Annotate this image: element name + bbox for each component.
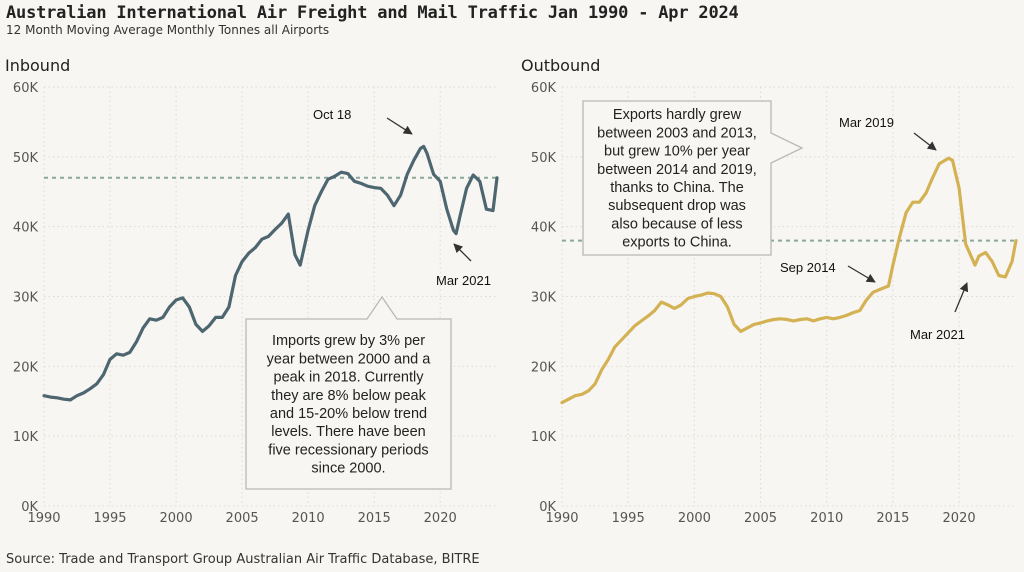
y-tick-label: 60K xyxy=(13,81,39,96)
annotation-label: Mar 2021 xyxy=(436,273,491,288)
x-tick-label: 1995 xyxy=(612,511,645,526)
callout-text-line: exports to China. xyxy=(622,235,732,251)
callout-text-line: peak in 2018. Currently xyxy=(274,370,425,386)
x-tick-label: 1990 xyxy=(545,511,578,526)
annotation-arrow xyxy=(954,282,969,313)
annotation-arrow xyxy=(847,265,876,283)
callout-text-line: levels. There have been xyxy=(271,424,426,440)
y-tick-label: 40K xyxy=(13,221,39,236)
x-tick-label: 2020 xyxy=(424,511,457,526)
callout-text-line: subsequent drop was xyxy=(608,198,746,214)
x-tick-label: 2010 xyxy=(810,511,843,526)
y-tick-label: 30K xyxy=(531,291,557,306)
callout-text-line: between 2014 and 2019, xyxy=(597,162,757,178)
y-tick-label: 50K xyxy=(13,151,39,166)
callout-text-line: and 15-20% below trend xyxy=(270,406,427,422)
annotation-label: Oct 18 xyxy=(313,107,351,122)
y-tick-label: 0K xyxy=(539,500,556,515)
y-tick-label: 30K xyxy=(13,291,39,306)
annotation-label: Mar 2019 xyxy=(839,115,894,130)
y-tick-label: 60K xyxy=(531,81,557,96)
x-tick-label: 2010 xyxy=(292,511,325,526)
y-tick-label: 10K xyxy=(531,430,557,445)
callout-text-line: between 2003 and 2013, xyxy=(597,125,757,141)
y-tick-label: 20K xyxy=(531,360,557,375)
y-tick-label: 40K xyxy=(531,221,557,236)
callout-text-line: but grew 10% per year xyxy=(604,144,750,160)
inbound-panel: Inbound 0K 10K 20K 30K 40K 50K 60K 1990 1995 2000 2… xyxy=(5,56,499,526)
annotation-arrow xyxy=(386,117,413,135)
callout-box xyxy=(582,100,804,256)
callout-text-line: Exports hardly grew xyxy=(613,107,742,123)
y-tick-label: 20K xyxy=(13,360,39,375)
x-tick-label: 2005 xyxy=(744,511,777,526)
x-tick-label: 1995 xyxy=(93,511,126,526)
outbound-panel: Outbound 0K 10K 20K 30K 40K 50K 60K 1990 1995 2000… xyxy=(521,56,1018,526)
y-tick-label: 50K xyxy=(531,151,557,166)
callout-text-line: thanks to China. The xyxy=(610,180,744,196)
callout-text-line: five recessionary periods xyxy=(268,442,428,458)
x-tick-label: 2015 xyxy=(358,511,391,526)
callout-box xyxy=(245,295,452,490)
x-tick-label: 2015 xyxy=(876,511,909,526)
x-tick-label: 2005 xyxy=(226,511,259,526)
callout-text-line: also because of less xyxy=(611,216,742,232)
panel-title: Inbound xyxy=(5,56,70,75)
x-tick-label: 2000 xyxy=(160,511,193,526)
series-line xyxy=(560,156,1018,405)
annotation-arrow xyxy=(913,132,937,151)
page-subtitle: 12 Month Moving Average Monthly Tonnes a… xyxy=(6,23,330,37)
annotation-arrow xyxy=(453,243,472,262)
callout-text-line: Imports grew by 3% per xyxy=(272,333,425,349)
annotation-label: Sep 2014 xyxy=(780,260,836,275)
source-note: Source: Trade and Transport Group Austra… xyxy=(6,552,480,567)
callout-text-line: year between 2000 and a xyxy=(267,351,432,367)
x-tick-label: 2000 xyxy=(678,511,711,526)
panel-title: Outbound xyxy=(521,56,600,75)
callout-text-line: they are 8% below peak xyxy=(271,388,427,404)
x-tick-label: 1990 xyxy=(27,511,60,526)
x-tick-label: 2020 xyxy=(943,511,976,526)
y-tick-label: 0K xyxy=(21,500,38,515)
series-line xyxy=(42,144,499,402)
y-tick-label: 10K xyxy=(13,430,39,445)
page-title: Australian International Air Freight and… xyxy=(6,3,739,23)
callout-text-line: since 2000. xyxy=(311,461,385,477)
annotation-label: Mar 2021 xyxy=(910,327,965,342)
